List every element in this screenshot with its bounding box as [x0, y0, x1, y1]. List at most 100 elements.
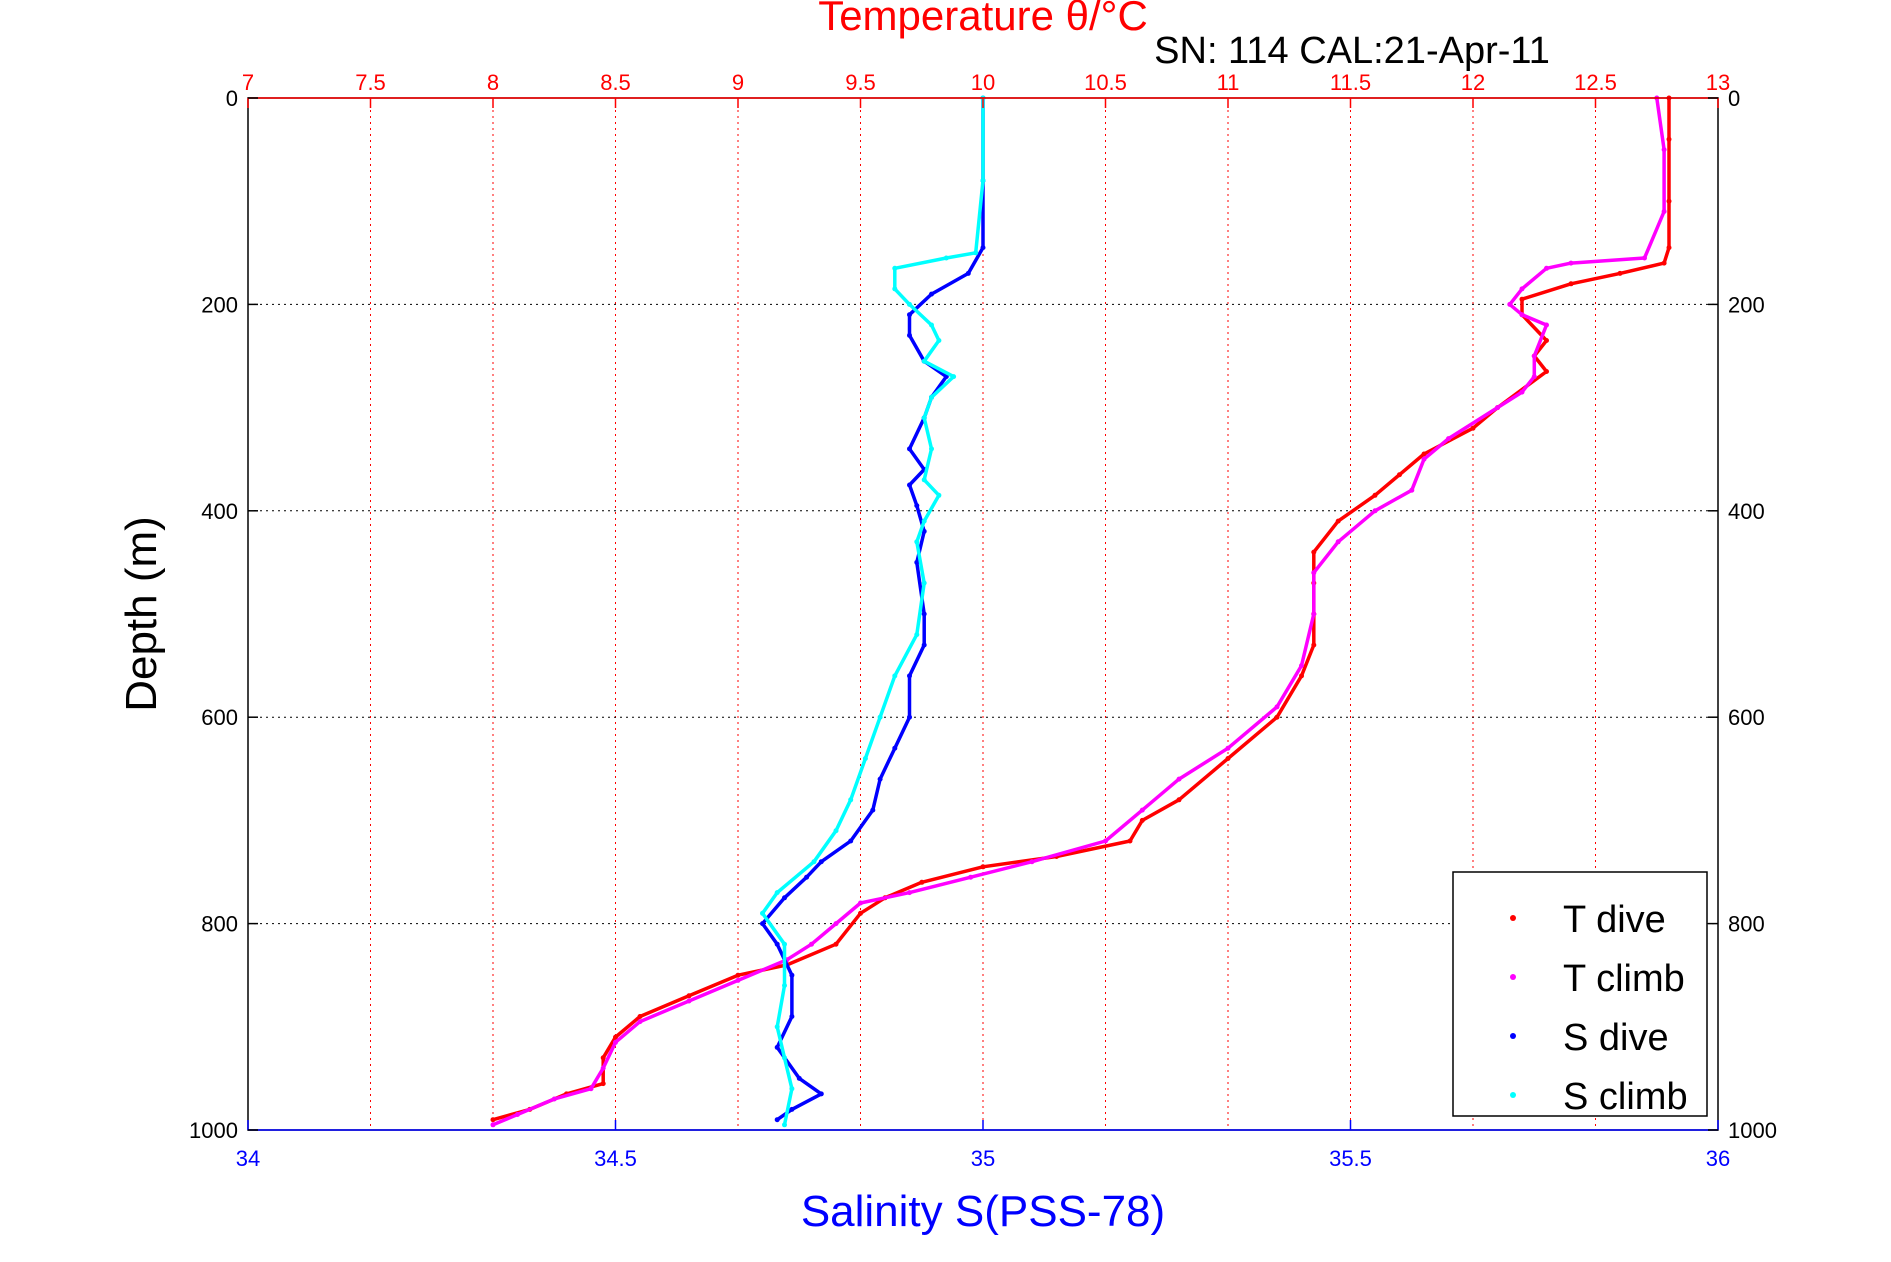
data-point	[637, 1019, 643, 1025]
temperature-tick-label: 9	[732, 70, 744, 95]
data-point	[1531, 374, 1537, 380]
data-point	[929, 291, 934, 297]
data-point	[965, 270, 971, 276]
data-point	[921, 580, 927, 586]
series-s-climb	[760, 95, 986, 1128]
data-point	[1666, 198, 1672, 204]
data-point	[1176, 776, 1182, 782]
data-point	[907, 312, 912, 318]
temperature-tick-label: 9.5	[845, 70, 876, 95]
data-point	[551, 1096, 557, 1102]
depth-tick-label-left: 200	[201, 292, 238, 317]
depth-tick-label-left: 600	[201, 705, 238, 730]
data-point	[613, 1039, 618, 1045]
data-point	[760, 910, 765, 916]
data-point	[907, 446, 912, 452]
data-point	[921, 477, 927, 483]
data-point	[686, 998, 692, 1004]
depth-tick-label-left: 400	[201, 499, 238, 524]
legend-label: T dive	[1563, 899, 1666, 941]
data-point	[1299, 673, 1304, 679]
data-point	[1139, 807, 1145, 813]
data-point	[789, 1014, 795, 1019]
data-point	[968, 874, 974, 880]
data-point	[973, 250, 979, 256]
data-point	[490, 1122, 496, 1128]
data-point	[809, 941, 814, 947]
data-point	[833, 941, 839, 947]
data-point	[1642, 255, 1647, 261]
temperature-tick-label: 12	[1461, 70, 1485, 95]
legend-label: T climb	[1563, 958, 1685, 1000]
data-point	[789, 1086, 795, 1092]
legend-marker	[1510, 1033, 1516, 1039]
data-point	[600, 1055, 606, 1061]
data-point	[735, 972, 741, 978]
data-point	[1176, 797, 1182, 803]
data-point	[980, 864, 986, 870]
data-point	[774, 1117, 780, 1123]
data-point	[686, 993, 692, 999]
data-point	[936, 492, 942, 498]
data-point	[1544, 265, 1549, 271]
data-point	[892, 265, 898, 271]
data-point	[919, 879, 925, 885]
temperature-tick-label: 12.5	[1574, 70, 1617, 95]
temperature-tick-label: 8	[487, 70, 499, 95]
data-point	[980, 245, 986, 251]
data-point	[929, 446, 934, 452]
depth-tick-label-right: 400	[1728, 499, 1765, 524]
temperature-tick-label: 11.5	[1330, 70, 1371, 95]
depth-tick-label-right: 200	[1728, 292, 1765, 317]
data-point	[804, 874, 810, 880]
legend-marker	[1510, 974, 1516, 980]
data-point	[490, 1117, 496, 1123]
salinity-tick-label: 35	[971, 1146, 995, 1171]
data-point	[789, 972, 795, 978]
temperature-tick-label: 7.5	[355, 70, 386, 95]
data-point	[907, 890, 912, 896]
depth-axis-title: Depth (m)	[117, 516, 166, 712]
data-point	[782, 1122, 787, 1128]
data-point	[789, 1106, 795, 1112]
legend-label: S climb	[1563, 1076, 1688, 1118]
legend-item-s-climb: S climb	[1510, 1076, 1688, 1118]
data-point	[774, 1044, 780, 1050]
data-point	[1531, 353, 1537, 359]
data-point	[1299, 663, 1304, 669]
data-point	[782, 1055, 787, 1061]
data-point	[929, 322, 934, 328]
data-point	[613, 1034, 618, 1040]
data-point	[1666, 136, 1672, 142]
data-point	[907, 482, 912, 488]
data-point	[1495, 405, 1500, 411]
data-point	[1311, 549, 1317, 555]
data-point	[914, 503, 920, 509]
series-t-climb	[490, 95, 1667, 1128]
data-point	[1421, 451, 1427, 457]
data-point	[907, 301, 912, 307]
data-point	[588, 1086, 594, 1092]
data-point	[892, 673, 898, 679]
data-point	[774, 941, 780, 947]
data-point	[1372, 508, 1378, 514]
data-point	[1519, 296, 1525, 302]
data-point	[1409, 487, 1415, 493]
salinity-axis-title: Salinity S(PSS-78)	[801, 1187, 1165, 1236]
data-point	[914, 539, 920, 545]
data-point	[818, 1091, 824, 1097]
data-point	[862, 756, 868, 761]
data-point	[929, 394, 934, 400]
data-point	[877, 714, 883, 720]
data-point	[892, 286, 898, 292]
legend-item-t-climb: T climb	[1510, 958, 1685, 1000]
data-point	[1127, 838, 1133, 844]
data-point	[936, 338, 942, 343]
data-point	[892, 745, 898, 751]
data-point	[1470, 425, 1476, 431]
data-point	[921, 642, 927, 648]
data-point	[1446, 436, 1451, 442]
salinity-tick-label: 34	[236, 1146, 260, 1171]
legend-item-t-dive: T dive	[1510, 899, 1666, 941]
legend-marker	[1510, 915, 1516, 921]
